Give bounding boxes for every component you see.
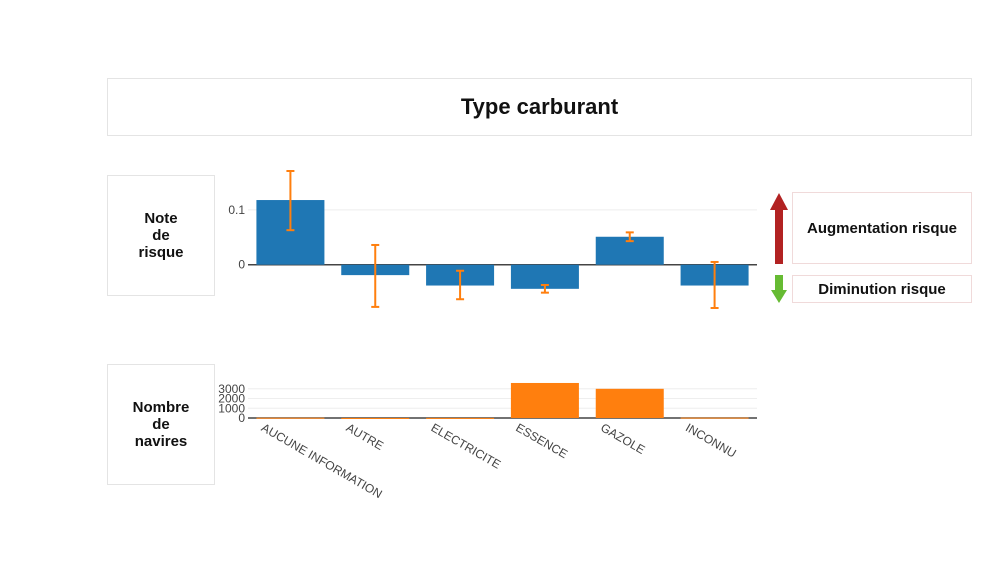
y-tick-label: 1000 <box>218 401 245 415</box>
y-tick-label: 0 <box>238 258 245 272</box>
legend-increase-box: Augmentation risque <box>792 192 972 264</box>
x-tick-label: INCONNU <box>683 420 738 460</box>
increase-arrow-head <box>770 193 788 210</box>
bar <box>256 417 325 419</box>
x-tick-label: AUTRE <box>344 420 386 452</box>
legend-arrows <box>770 193 788 303</box>
chart-title-box: Type carburant <box>107 78 972 136</box>
chart-title: Type carburant <box>460 94 619 119</box>
x-tick-label: ESSENCE <box>513 420 570 461</box>
legend-increase-label: Augmentation risque <box>806 219 957 237</box>
y-tick-label: 2000 <box>218 392 245 406</box>
y-tick-label: 0.1 <box>228 203 245 217</box>
risk-score-label-box: Note de risque <box>107 175 215 296</box>
vessel-count-label: Nombre de navires <box>132 399 190 450</box>
bar <box>426 417 495 419</box>
risk-score-chart: 00.1 <box>228 170 757 309</box>
legend-decrease-box: Diminution risque <box>792 275 972 303</box>
y-tick-label: 3000 <box>218 382 245 396</box>
y-tick-label: 0 <box>238 411 245 425</box>
vessel-count-label-box: Nombre de navires <box>107 364 215 485</box>
legend-decrease-label: Diminution risque <box>818 280 946 298</box>
bar <box>341 417 410 419</box>
bar <box>680 417 749 419</box>
bar <box>510 382 579 418</box>
bar <box>595 388 664 418</box>
risk-score-label: Note de risque <box>138 210 184 261</box>
increase-arrow-shaft <box>775 208 783 264</box>
x-tick-label: GAZOLE <box>598 420 647 456</box>
x-tick-label: ELECTRICITE <box>429 420 504 471</box>
decrease-arrow-head <box>771 290 787 303</box>
decrease-arrow-shaft <box>775 275 783 290</box>
